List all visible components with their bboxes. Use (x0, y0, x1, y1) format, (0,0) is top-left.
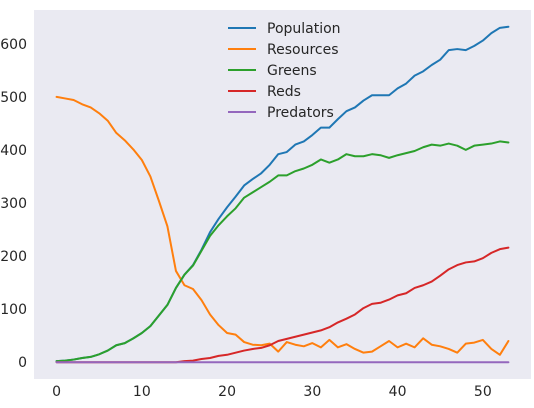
series-layer (55, 25, 510, 364)
legend-label-reds: Reds (267, 84, 301, 100)
series-line-resources (55, 95, 510, 356)
x-tick-label: 10 (133, 384, 151, 400)
legend-label-predators: Predators (267, 105, 334, 121)
legend-label-population: Population (267, 21, 341, 37)
x-axis-ticks: 0 10 20 30 40 50 (52, 384, 492, 400)
y-tick-label: 600 (0, 37, 27, 53)
legend-label-resources: Resources (267, 42, 339, 58)
series-line-greens (55, 140, 510, 363)
y-tick-label: 300 (0, 196, 27, 212)
y-axis-ticks: 0 100 200 300 400 500 600 (0, 37, 27, 371)
x-tick-label: 40 (389, 384, 407, 400)
x-tick-label: 50 (474, 384, 492, 400)
plot-background (34, 10, 531, 379)
y-tick-label: 0 (18, 355, 27, 371)
y-tick-label: 400 (0, 143, 27, 159)
y-tick-label: 500 (0, 90, 27, 106)
y-tick-label: 100 (0, 302, 27, 318)
x-tick-label: 30 (303, 384, 321, 400)
x-tick-label: 0 (52, 384, 61, 400)
legend-label-greens: Greens (267, 63, 317, 79)
x-tick-label: 20 (218, 384, 236, 400)
y-tick-label: 200 (0, 249, 27, 265)
legend: Population Resources Greens Reds Predators (228, 21, 341, 121)
